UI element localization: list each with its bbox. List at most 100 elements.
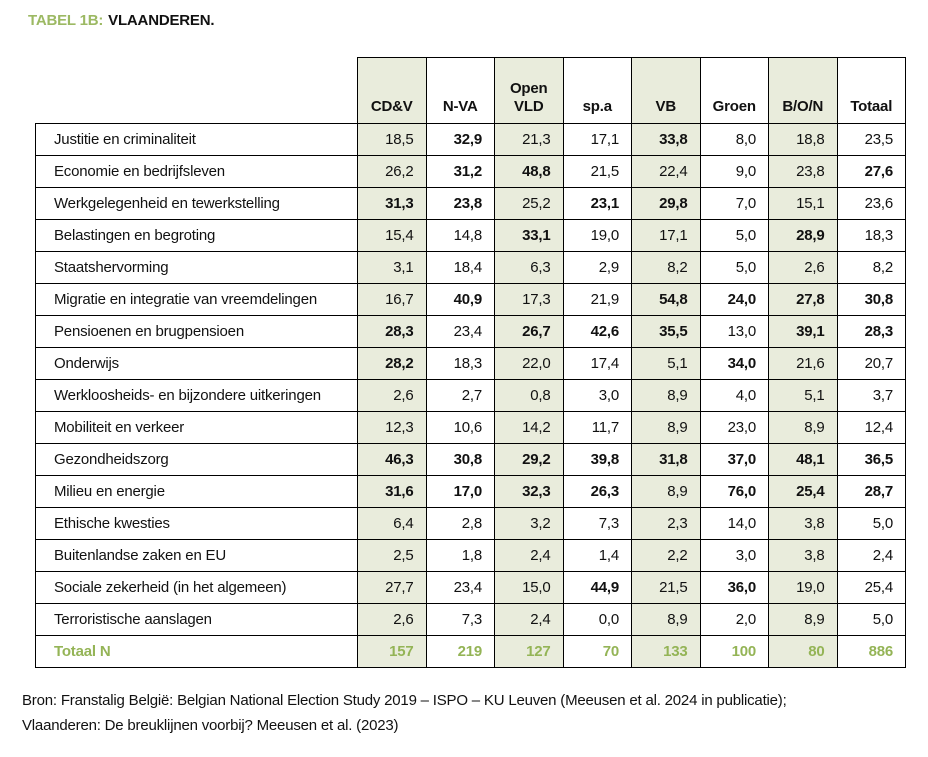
value-cell: 2,6	[768, 251, 838, 284]
row-label: Milieu en energie	[35, 475, 358, 508]
value-cell: 21,3	[494, 123, 564, 156]
value-cell: 12,4	[836, 411, 906, 444]
value-cell: 20,7	[836, 347, 906, 380]
table-row: Sociale zekerheid (in het algemeen) 27,7 2…	[35, 571, 906, 604]
value-cell: 2,0	[699, 603, 769, 636]
value-cell: 23,6	[836, 187, 906, 220]
value-cell: 2,4	[494, 603, 564, 636]
value-cell: 39,8	[562, 443, 632, 476]
value-cell: 28,3	[836, 315, 906, 348]
value-cell: 28,7	[836, 475, 906, 508]
table-row: Terroristische aanslagen 2,6 7,3 2,4 0,0 8,9 2…	[35, 603, 906, 636]
row-label: Pensioenen en brugpensioen	[35, 315, 358, 348]
row-label: Sociale zekerheid (in het algemeen)	[35, 571, 358, 604]
table-row: Staatshervorming 3,1 18,4 6,3 2,9 8,2 5,0 2,6 8,…	[35, 251, 906, 284]
value-cell: 26,2	[357, 155, 427, 188]
value-cell: 21,5	[562, 155, 632, 188]
column-header: N-VA	[425, 57, 495, 124]
value-cell: 8,0	[699, 123, 769, 156]
table-row: Werkloosheids- en bijzondere uitkeringen…	[35, 379, 906, 412]
source-line-1: Bron: Franstalig België: Belgian Nationa…	[22, 692, 787, 709]
value-cell: 54,8	[631, 283, 701, 316]
value-cell: 2,5	[357, 539, 427, 572]
value-cell: 31,2	[425, 155, 495, 188]
table-row: Milieu en energie 31,6 17,0 32,3 26,3 8,9 76,0…	[35, 475, 906, 508]
value-cell: 9,0	[699, 155, 769, 188]
column-header: VB	[631, 57, 701, 124]
column-header: CD&V	[357, 57, 427, 124]
column-header: Groen	[699, 57, 769, 124]
value-cell: 2,6	[357, 379, 427, 412]
table-row: Werkgelegenheid en tewerkstelling 31,3 23,…	[35, 187, 906, 220]
value-cell: 0,8	[494, 379, 564, 412]
total-value-cell: 70	[562, 635, 632, 668]
value-cell: 17,1	[562, 123, 632, 156]
value-cell: 23,4	[425, 315, 495, 348]
value-cell: 10,6	[425, 411, 495, 444]
value-cell: 40,9	[425, 283, 495, 316]
total-value-cell: 157	[357, 635, 427, 668]
value-cell: 33,1	[494, 219, 564, 252]
table-row: Ethische kwesties 6,4 2,8 3,2 7,3 2,3 14,0 3,8 5…	[35, 507, 906, 540]
value-cell: 21,6	[768, 347, 838, 380]
column-header: Open VLD	[494, 57, 564, 124]
value-cell: 7,3	[562, 507, 632, 540]
table-row: Economie en bedrijfsleven 26,2 31,2 48,8 21,…	[35, 155, 906, 188]
value-cell: 21,9	[562, 283, 632, 316]
row-label: Economie en bedrijfsleven	[35, 155, 358, 188]
value-cell: 15,0	[494, 571, 564, 604]
value-cell: 8,9	[631, 475, 701, 508]
value-cell: 19,0	[768, 571, 838, 604]
value-cell: 4,0	[699, 379, 769, 412]
value-cell: 8,9	[631, 603, 701, 636]
value-cell: 31,8	[631, 443, 701, 476]
value-cell: 22,0	[494, 347, 564, 380]
value-cell: 8,2	[631, 251, 701, 284]
total-value-cell: 100	[699, 635, 769, 668]
value-cell: 5,1	[631, 347, 701, 380]
table-row: Justitie en criminaliteit 18,5 32,9 21,3 17,…	[35, 123, 906, 156]
value-cell: 44,9	[562, 571, 632, 604]
value-cell: 31,3	[357, 187, 427, 220]
value-cell: 33,8	[631, 123, 701, 156]
value-cell: 25,2	[494, 187, 564, 220]
row-label: Migratie en integratie van vreemdelingen	[35, 283, 358, 316]
value-cell: 2,3	[631, 507, 701, 540]
value-cell: 23,1	[562, 187, 632, 220]
row-label: Werkloosheids- en bijzondere uitkeringen	[35, 379, 358, 412]
total-value-cell: 80	[768, 635, 838, 668]
value-cell: 76,0	[699, 475, 769, 508]
value-cell: 8,9	[631, 379, 701, 412]
value-cell: 7,0	[699, 187, 769, 220]
value-cell: 2,7	[425, 379, 495, 412]
value-cell: 24,0	[699, 283, 769, 316]
value-cell: 3,8	[768, 507, 838, 540]
table-header: CD&V N-VA Open VLD sp.a VB Groen B/O/N Totaal	[36, 57, 906, 124]
value-cell: 5,0	[699, 251, 769, 284]
table-row: Belastingen en begroting 15,4 14,8 33,1 19,0…	[35, 219, 906, 252]
value-cell: 16,7	[357, 283, 427, 316]
value-cell: 11,7	[562, 411, 632, 444]
value-cell: 18,8	[768, 123, 838, 156]
value-cell: 17,1	[631, 219, 701, 252]
header-row: CD&V N-VA Open VLD sp.a VB Groen B/O/N Totaal	[36, 57, 906, 124]
value-cell: 13,0	[699, 315, 769, 348]
value-cell: 26,7	[494, 315, 564, 348]
total-value-cell: 886	[836, 635, 906, 668]
value-cell: 23,8	[425, 187, 495, 220]
value-cell: 23,4	[425, 571, 495, 604]
value-cell: 25,4	[768, 475, 838, 508]
value-cell: 35,5	[631, 315, 701, 348]
value-cell: 1,8	[425, 539, 495, 572]
value-cell: 25,4	[836, 571, 906, 604]
value-cell: 23,0	[699, 411, 769, 444]
value-cell: 28,2	[357, 347, 427, 380]
row-label: Gezondheidszorg	[35, 443, 358, 476]
value-cell: 22,4	[631, 155, 701, 188]
value-cell: 8,9	[768, 411, 838, 444]
value-cell: 31,6	[357, 475, 427, 508]
value-cell: 15,4	[357, 219, 427, 252]
value-cell: 6,3	[494, 251, 564, 284]
value-cell: 27,6	[836, 155, 906, 188]
value-cell: 37,0	[699, 443, 769, 476]
